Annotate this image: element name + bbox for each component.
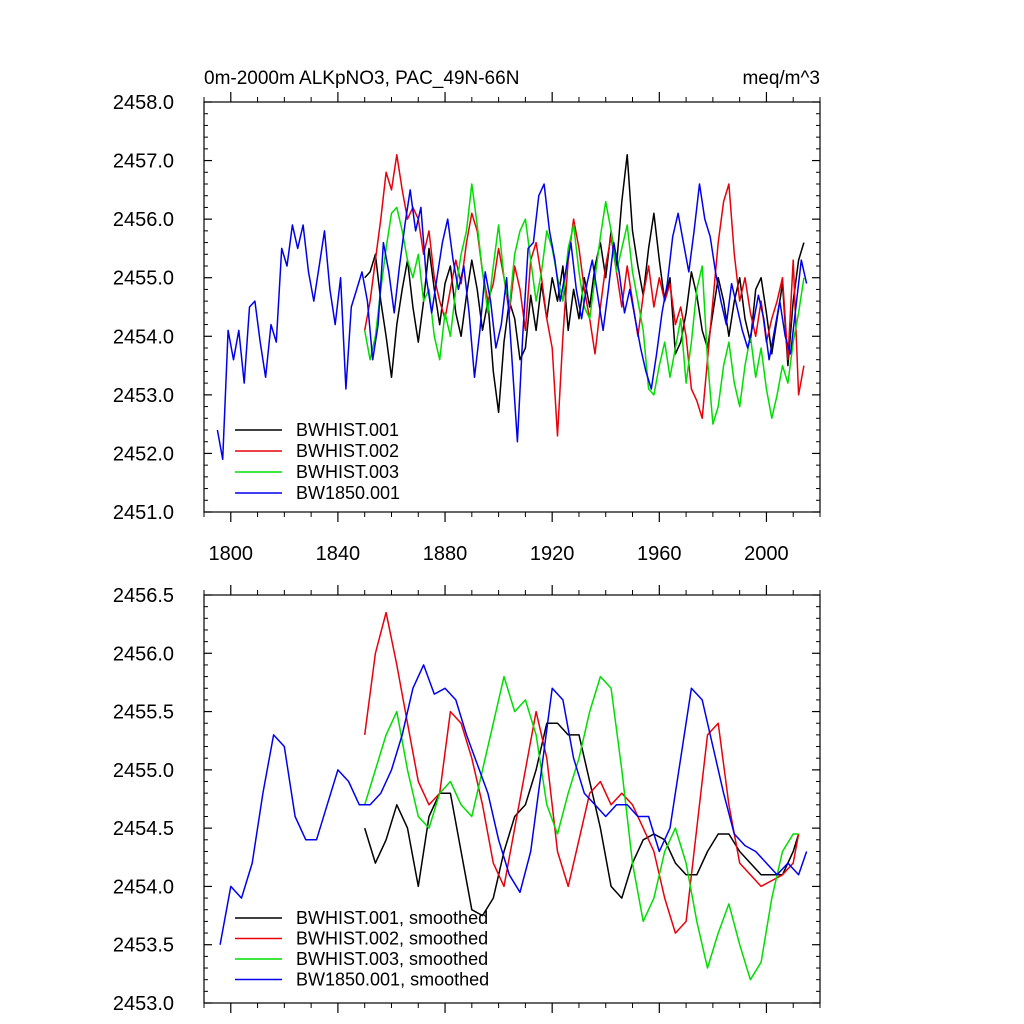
bottom-series-line-bwhist-003-smoothed — [363, 675, 799, 981]
bottom-y-tick-label: 2453.0 — [113, 993, 174, 1015]
top-y-tick-label: 2455.0 — [113, 268, 174, 290]
top-plot-frame — [203, 101, 821, 513]
bottom-series-line-bwhist-002-smoothed — [363, 611, 800, 934]
top-x-tick-label: 1800 — [209, 543, 254, 565]
top-y-tick-label: 2453.0 — [113, 385, 174, 407]
chart-title: 0m-2000m ALKpNO3, PAC_49N-66N — [204, 68, 519, 89]
top-y-tick-label: 2458.0 — [113, 92, 174, 114]
bottom-y-tick-label: 2454.0 — [113, 876, 174, 898]
top-x-tick-label: 1920 — [530, 543, 575, 565]
bottom-axis-ticks: 2453.0 2453.5 2454.0 2454.5 2455.0 2455.5 2456… — [113, 585, 821, 1015]
top-series-line-bw1850-001 — [216, 183, 808, 461]
top-y-tick-label: 2454.0 — [113, 326, 174, 348]
top-legend-label-bwhist-002: BWHIST.002 — [296, 441, 399, 461]
top-y-tick-label: 2457.0 — [113, 151, 174, 173]
bottom-legend-label-bw1850-001-smoothed: BW1850.001, smoothed — [296, 970, 489, 990]
bottom-chart: 2453.0 2453.5 2454.0 2454.5 2455.0 2455.5 2456… — [113, 585, 821, 1015]
bottom-y-tick-label: 2456.0 — [113, 643, 174, 665]
top-legend-label-bw1850-001: BW1850.001 — [296, 483, 400, 503]
chart-units-label: meq/m^3 — [742, 68, 820, 89]
bottom-series-group — [219, 611, 808, 981]
top-chart: 0m-2000m ALKpNO3, PAC_49N-66N meq/m^3 24… — [113, 68, 821, 565]
bottom-y-tick-label: 2455.5 — [113, 702, 174, 724]
top-series-line-bwhist-003 — [363, 183, 805, 425]
top-x-tick-label: 1840 — [316, 543, 361, 565]
bottom-plot-frame — [203, 594, 821, 1004]
bottom-y-tick-label: 2455.0 — [113, 760, 174, 782]
bottom-legend-label-bwhist-001-smoothed: BWHIST.001, smoothed — [296, 908, 488, 928]
top-x-tick-label: 1880 — [423, 543, 468, 565]
bottom-legend-label-bwhist-002-smoothed: BWHIST.002, smoothed — [296, 929, 488, 949]
bottom-y-tick-label: 2456.5 — [113, 585, 174, 607]
top-series-group — [216, 153, 808, 461]
top-y-tick-label: 2452.0 — [113, 443, 174, 465]
top-axis-ticks: 2451.0 2452.0 2453.0 2454.0 2455.0 2456.0 2457… — [113, 92, 821, 565]
top-series-line-bwhist-002 — [363, 153, 805, 437]
top-legend-label-bwhist-003: BWHIST.003 — [296, 462, 399, 482]
top-x-tick-label: 2000 — [744, 543, 789, 565]
top-legend-label-bwhist-001: BWHIST.001 — [296, 420, 399, 440]
top-y-tick-label: 2456.0 — [113, 209, 174, 231]
top-series-line-bwhist-001 — [364, 153, 805, 414]
top-x-tick-label: 1960 — [637, 543, 682, 565]
bottom-legend-label-bwhist-003-smoothed: BWHIST.003, smoothed — [296, 949, 488, 969]
bottom-series-line-bw1850-001-smoothed — [219, 664, 808, 945]
top-y-tick-label: 2451.0 — [113, 502, 174, 524]
bottom-y-tick-label: 2453.5 — [113, 935, 174, 957]
bottom-y-tick-label: 2454.5 — [113, 818, 174, 840]
